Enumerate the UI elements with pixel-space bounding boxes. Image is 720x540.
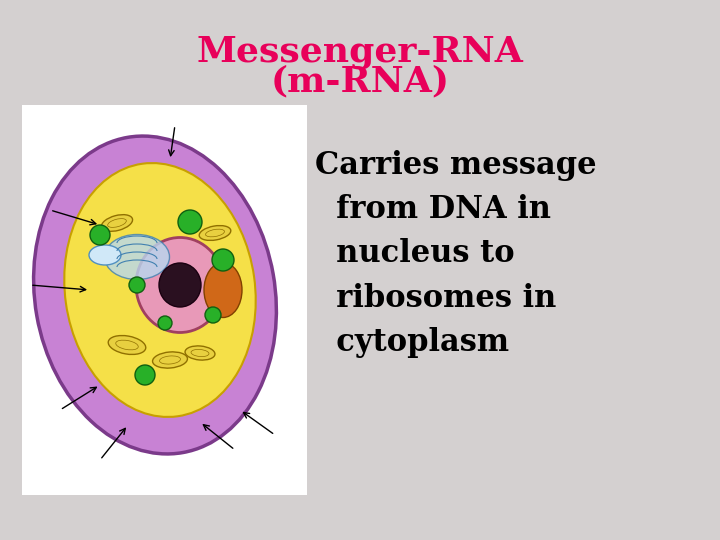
- FancyBboxPatch shape: [22, 105, 307, 495]
- Ellipse shape: [102, 215, 132, 231]
- Ellipse shape: [34, 136, 276, 454]
- Ellipse shape: [204, 262, 242, 318]
- Circle shape: [212, 249, 234, 271]
- Ellipse shape: [136, 238, 224, 333]
- Circle shape: [205, 307, 221, 323]
- Text: Carries message
  from DNA in
  nucleus to
  ribosomes in
  cytoplasm: Carries message from DNA in nucleus to r…: [315, 150, 597, 358]
- Ellipse shape: [64, 163, 256, 417]
- Circle shape: [135, 365, 155, 385]
- Circle shape: [129, 277, 145, 293]
- Ellipse shape: [185, 346, 215, 360]
- Text: (m-RNA): (m-RNA): [271, 64, 449, 98]
- Circle shape: [158, 316, 172, 330]
- Ellipse shape: [89, 245, 121, 265]
- Text: Messenger-RNA: Messenger-RNA: [197, 35, 523, 69]
- Ellipse shape: [159, 263, 201, 307]
- Ellipse shape: [153, 352, 187, 368]
- Ellipse shape: [199, 226, 231, 240]
- Circle shape: [90, 225, 110, 245]
- Circle shape: [178, 210, 202, 234]
- Ellipse shape: [108, 335, 145, 354]
- Ellipse shape: [104, 234, 169, 280]
